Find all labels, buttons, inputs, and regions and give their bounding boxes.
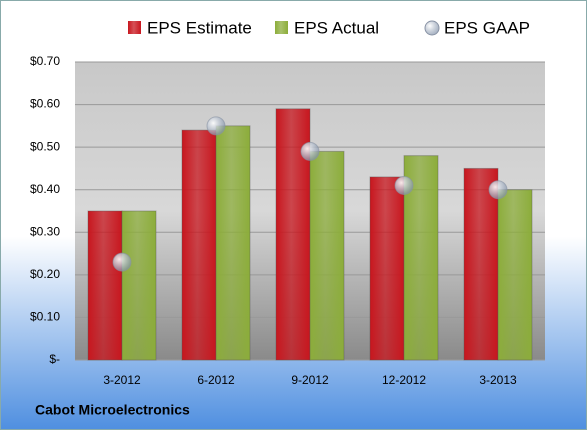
bar [369, 176, 405, 361]
legend-label: EPS Estimate [147, 18, 252, 37]
point [300, 141, 320, 161]
point [206, 116, 226, 136]
x-tick-label: 3-2013 [479, 373, 517, 387]
y-tick-label: $0.40 [30, 182, 60, 196]
bar [215, 125, 251, 361]
legend-marker [128, 21, 141, 34]
x-tick-label: 6-2012 [197, 373, 235, 387]
bar [497, 189, 533, 361]
bar [181, 129, 217, 361]
y-tick-label: $0.70 [30, 54, 60, 68]
point [488, 180, 508, 200]
bar [121, 210, 157, 361]
point [394, 175, 414, 195]
x-tick-label: 12-2012 [382, 373, 426, 387]
x-tick-label: 3-2012 [103, 373, 141, 387]
bar [309, 150, 345, 361]
y-tick-label: $0.50 [30, 139, 60, 153]
y-tick-label: $0.20 [30, 267, 60, 281]
legend-marker [275, 21, 288, 34]
y-tick-label: $0.60 [30, 97, 60, 111]
bar [87, 210, 123, 361]
x-tick-label: 9-2012 [291, 373, 329, 387]
legend-marker [424, 20, 440, 36]
y-tick-label: $0.10 [30, 310, 60, 324]
point [112, 252, 132, 272]
legend-label: EPS GAAP [444, 18, 530, 37]
y-tick-label: $- [49, 352, 60, 366]
footer: Cabot Microelectronics [35, 402, 190, 418]
y-tick-label: $0.30 [30, 224, 60, 238]
legend-label: EPS Actual [294, 18, 379, 37]
